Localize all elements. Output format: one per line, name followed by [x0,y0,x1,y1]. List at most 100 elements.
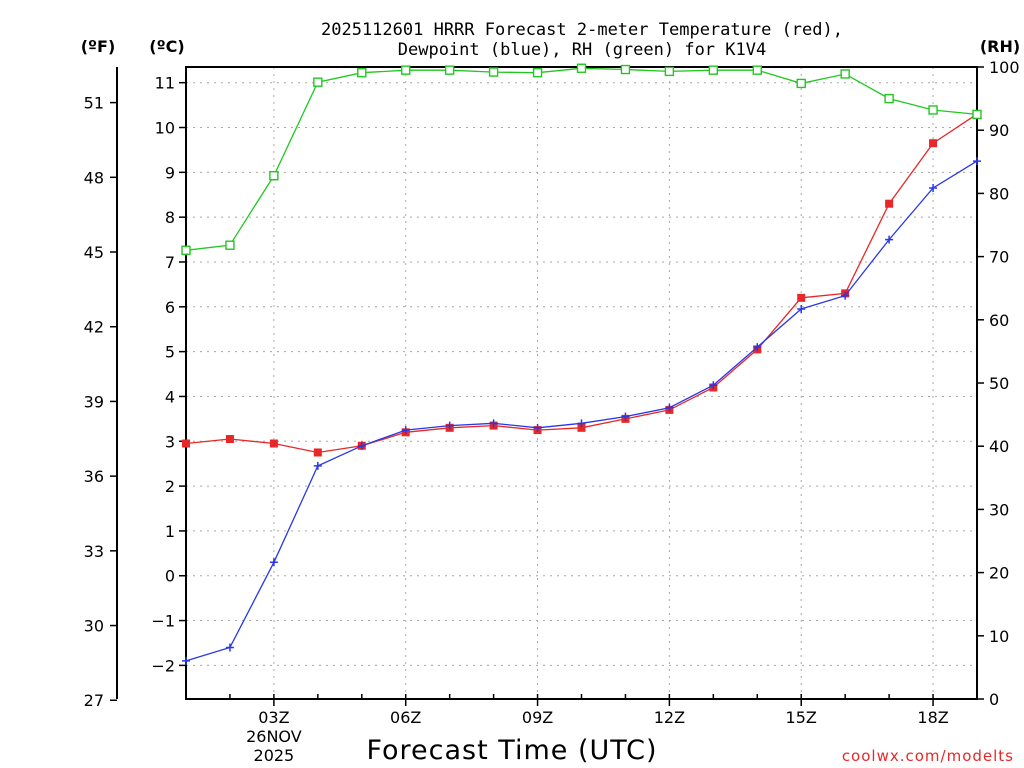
celsius-tick-label: 1 [165,522,175,541]
fahrenheit-tick-label: 36 [84,467,104,486]
celsius-tick-label: 8 [165,208,175,227]
rh-point [488,67,499,77]
fahrenheit-tick-label: 33 [84,542,104,561]
celsius-tick-label: 5 [165,343,175,362]
rh-point [664,66,675,77]
2-meter-temperature-point [797,293,806,302]
rh-point [444,65,455,75]
rh-point [796,78,806,89]
plot-frame [185,66,978,700]
x-axis-label: Forecast Time (UTC) [366,735,657,766]
dewpoint-point [885,235,894,244]
rh-point [972,109,982,120]
rh-tick-label: 80 [989,184,1009,203]
celsius-tick-label: 11 [155,74,175,93]
dewpoint-point [621,412,630,421]
2-meter-temperature-point [929,139,938,148]
hour-tick-label: 06Z [390,708,421,727]
dewpoint-point [182,656,190,665]
hour-tick-label: 09Z [522,708,553,727]
series-layer [181,63,982,665]
dewpoint-point [357,441,366,450]
2-meter-temperature-point [577,423,586,432]
rh-point [532,67,543,78]
2-meter-temperature-point [313,448,322,457]
dewpoint-point [973,157,981,166]
dewpoint-point [489,419,498,428]
rh-tick-label: 100 [989,58,1020,77]
fahrenheit-tick-label: 51 [84,94,104,113]
dewpoint-line [185,160,978,662]
dewpoint-point [225,643,234,652]
rh-point [620,64,631,75]
celsius-tick-label: 6 [165,298,175,317]
celsius-tick-label: 7 [165,253,175,272]
celsius-axis-ticks: −2 −1 0 1 2 3 4 5 6 7 8 9 10 11 [151,74,186,675]
dewpoint-point [929,184,938,193]
celsius-tick-label: 4 [165,387,175,406]
rh-tick-label: 30 [989,500,1009,519]
rh-point [752,65,762,75]
rh-tick-label: 20 [989,564,1009,583]
dewpoint-point [797,305,806,314]
credit-text: coolwx.com/modelts [842,747,1014,765]
rh-tick-label: 70 [989,248,1009,267]
fahrenheit-tick-label: 39 [84,392,104,411]
rh-point [401,65,411,75]
2-meter-temperature-point [182,439,190,448]
rh-axis-ticks: 0 10 20 30 40 50 60 70 80 90 100 [977,58,1020,709]
dewpoint-point [445,421,454,430]
date-label-day: 26NOV [246,727,302,746]
gridlines [186,67,977,699]
dewpoint-point [841,291,850,300]
fahrenheit-axis-ticks: 27 30 33 36 39 42 45 48 51 [84,94,117,710]
hour-tick-label: 12Z [654,708,685,727]
dewpoint-point [313,461,322,470]
rh-point [576,63,587,73]
chart-title-line1: 2025112601 HRRR Forecast 2-meter Tempera… [321,20,843,40]
celsius-tick-label: 3 [165,432,175,451]
chart-title-line2: Dewpoint (blue), RH (green) for K1V4 [398,40,766,60]
dewpoint-point [401,426,410,435]
2-meter-temperature-point [269,439,278,448]
rh-tick-label: 40 [989,437,1009,456]
celsius-tick-label: −1 [151,612,175,631]
hour-tick-label: 18Z [917,708,948,727]
rh-point [928,105,938,115]
2-meter-temperature-point [885,199,894,208]
fahrenheit-tick-label: 27 [84,691,104,710]
celsius-tick-label: 9 [165,163,175,182]
2-meter-temperature-line [185,113,978,454]
rh-point [313,77,323,87]
rh-point [269,171,279,181]
dewpoint-point [533,423,542,432]
date-label-year: 2025 [254,746,295,765]
hour-tick-label: 15Z [786,708,817,727]
rh-point [225,240,235,250]
2-meter-temperature-point [225,435,234,444]
celsius-tick-label: −2 [151,656,175,675]
units-celsius: (ºC) [149,37,184,56]
celsius-tick-label: 10 [155,119,175,138]
rh-line [185,67,978,251]
units-fahrenheit: (ºF) [81,37,116,56]
rh-tick-label: 90 [989,121,1009,140]
rh-point [181,245,191,255]
rh-tick-label: 0 [989,690,999,709]
rh-point [708,65,719,75]
dewpoint-point [665,403,674,412]
fahrenheit-tick-label: 30 [84,617,104,636]
dewpoint-point [709,381,718,390]
axes [116,66,978,700]
hour-tick-label: 03Z [258,708,289,727]
dewpoint-point [577,419,586,428]
units-rh: (RH) [980,37,1020,56]
celsius-tick-label: 0 [165,567,175,586]
celsius-tick-label: 2 [165,477,175,496]
rh-point [357,67,367,78]
rh-tick-label: 60 [989,311,1009,330]
fahrenheit-tick-label: 45 [84,243,104,262]
dewpoint-point [269,558,278,567]
